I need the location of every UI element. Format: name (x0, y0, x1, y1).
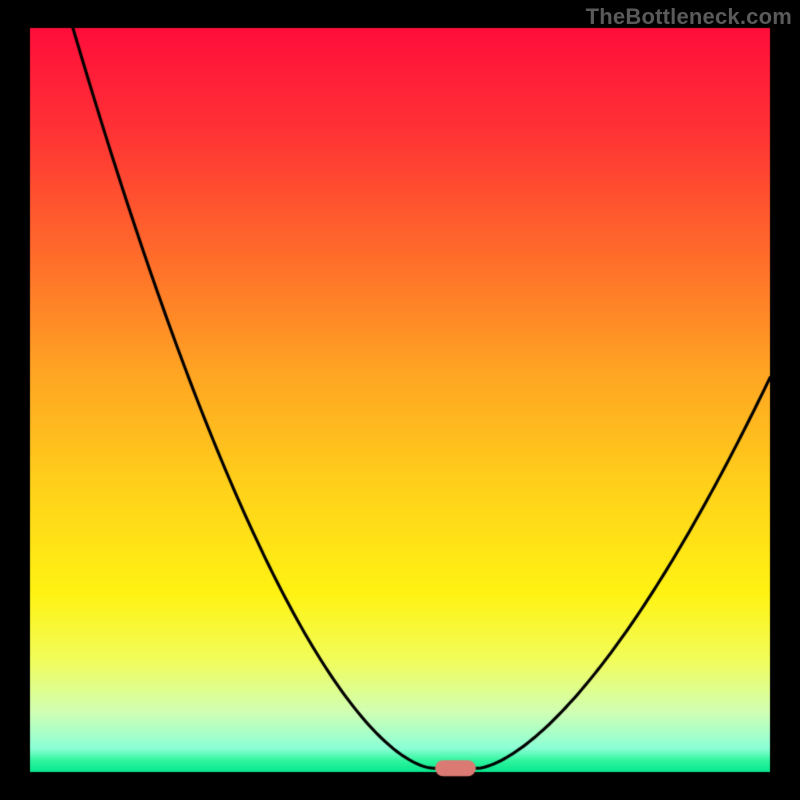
bottleneck-chart-canvas (0, 0, 800, 800)
watermark-text: TheBottleneck.com (586, 4, 792, 30)
